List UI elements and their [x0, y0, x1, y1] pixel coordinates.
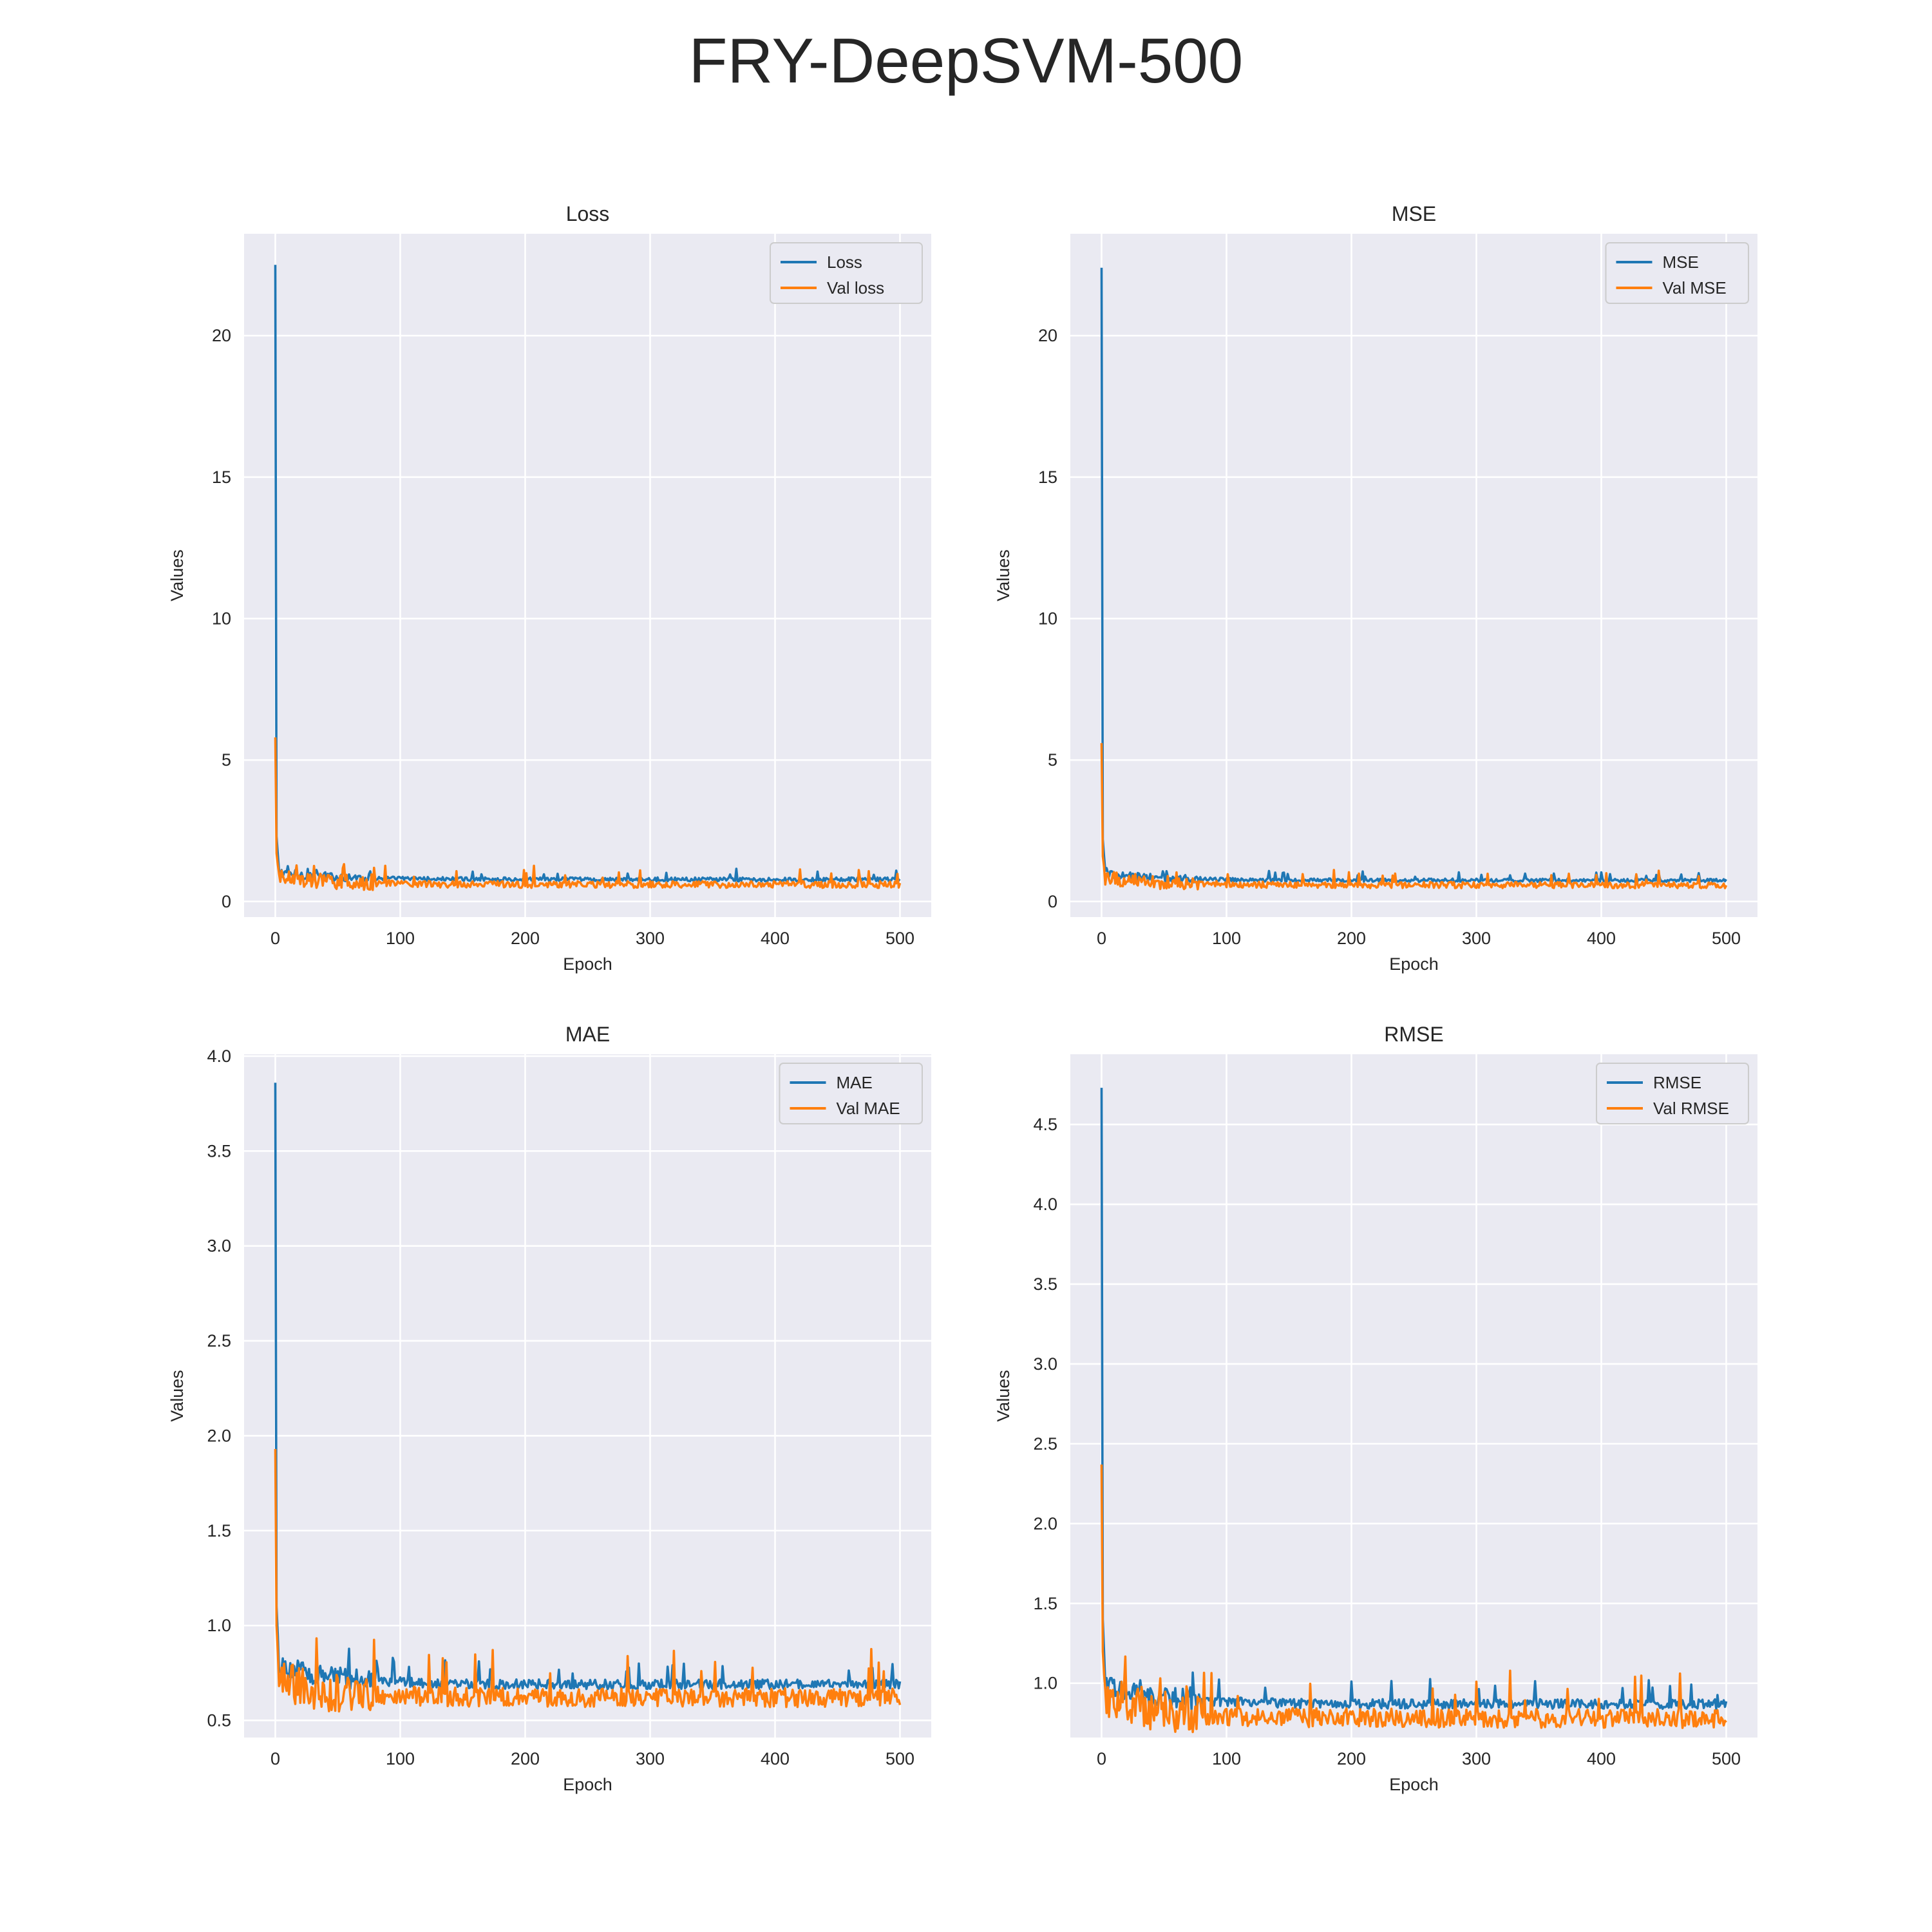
figure-title: FRY-DeepSVM-500: [688, 25, 1244, 96]
x-tick-label: 400: [1587, 1749, 1616, 1768]
legend-label: Loss: [827, 252, 862, 272]
y-tick-label: 15: [212, 468, 231, 487]
subplot-mae: 0 100 200 300 400 500 0.5 1.0 1.5 2.0 2.5 3.0 3.5 4.0…: [167, 1023, 931, 1794]
x-tick-label: 400: [761, 1749, 790, 1768]
y-tick-label: 20: [212, 326, 231, 345]
plot-area: [1070, 1054, 1757, 1738]
legend-label: MSE: [1663, 252, 1699, 272]
legend-label: Val loss: [827, 278, 884, 298]
y-axis-label: Values: [994, 1370, 1013, 1422]
x-tick-label: 500: [886, 1749, 914, 1768]
x-tick-label: 0: [1097, 929, 1106, 948]
x-axis-label: Epoch: [1389, 954, 1439, 974]
x-tick-label: 300: [636, 929, 665, 948]
y-tick-label: 15: [1038, 468, 1057, 487]
x-tick-label: 400: [1587, 929, 1616, 948]
series-line-mse: [1100, 267, 1728, 884]
x-tick-label: 0: [270, 929, 280, 948]
subplot-title: RMSE: [1384, 1023, 1443, 1046]
y-axis-label: Values: [167, 549, 187, 601]
legend-label: Val MAE: [837, 1099, 900, 1118]
x-tick-label: 0: [270, 1749, 280, 1768]
y-tick-label: 3.5: [1033, 1274, 1057, 1294]
series-line-val-mae: [274, 1448, 902, 1713]
y-axis-label: Values: [167, 1370, 187, 1422]
series-line-val-mse: [1100, 743, 1728, 891]
y-tick-label: 4.0: [207, 1046, 231, 1066]
y-tick-label: 1.5: [207, 1521, 231, 1540]
y-tick-label: 4.5: [1033, 1115, 1057, 1134]
x-axis-label: Epoch: [1389, 1775, 1439, 1794]
x-axis-label: Epoch: [563, 954, 612, 974]
x-tick-label: 300: [636, 1749, 665, 1768]
y-tick-label: 1.0: [1033, 1674, 1057, 1693]
x-axis-label: Epoch: [563, 1775, 612, 1794]
x-tick-label: 200: [511, 929, 540, 948]
plot-area: [244, 234, 931, 917]
series-line-mae: [274, 1083, 902, 1690]
subplot-title: Loss: [566, 202, 610, 225]
legend-label: MAE: [837, 1073, 873, 1092]
x-tick-label: 100: [386, 1749, 415, 1768]
y-tick-label: 20: [1038, 326, 1057, 345]
x-tick-label: 200: [511, 1749, 540, 1768]
y-tick-label: 3.0: [207, 1236, 231, 1256]
y-tick-label: 2.5: [207, 1331, 231, 1350]
x-tick-label: 400: [761, 929, 790, 948]
x-tick-label: 500: [1712, 929, 1741, 948]
y-tick-label: 2.0: [207, 1426, 231, 1445]
x-tick-label: 100: [1212, 1749, 1241, 1768]
x-tick-label: 200: [1337, 1749, 1366, 1768]
legend-label: RMSE: [1653, 1073, 1701, 1092]
x-tick-label: 100: [1212, 929, 1241, 948]
series-line-val-rmse: [1100, 1464, 1727, 1734]
y-tick-label: 1.5: [1033, 1594, 1057, 1613]
x-tick-label: 0: [1097, 1749, 1106, 1768]
y-tick-label: 2.0: [1033, 1514, 1057, 1533]
y-tick-label: 0: [1048, 892, 1057, 911]
plot-area: [244, 1054, 931, 1738]
subplot-title: MAE: [565, 1023, 610, 1046]
y-tick-label: 5: [1048, 750, 1057, 770]
series-line-val-loss: [274, 737, 902, 891]
legend: RMSE Val RMSE: [1596, 1063, 1749, 1124]
subplot-rmse: 0 100 200 300 400 500 1.0 1.5 2.0 2.5 3.0 3.5 4.0 4.5…: [994, 1023, 1757, 1794]
y-tick-label: 10: [1038, 609, 1057, 628]
y-tick-label: 1.0: [207, 1616, 231, 1635]
legend-label: Val RMSE: [1653, 1099, 1729, 1118]
legend: MAE Val MAE: [779, 1063, 923, 1124]
y-axis-label: Values: [994, 549, 1013, 601]
y-tick-label: 3.0: [1033, 1354, 1057, 1374]
y-tick-label: 5: [222, 750, 231, 770]
subplot-loss: 0 100 200 300 400 500 0 5 10 15 20 Loss Epoch Values L…: [167, 202, 931, 974]
legend: MSE Val MSE: [1605, 242, 1749, 304]
plot-area: [1070, 234, 1757, 917]
x-tick-label: 500: [886, 929, 914, 948]
x-tick-label: 100: [386, 929, 415, 948]
series-line-loss: [274, 265, 901, 883]
y-tick-label: 3.5: [207, 1141, 231, 1160]
x-tick-label: 300: [1462, 1749, 1491, 1768]
legend: Loss Val loss: [770, 242, 923, 304]
x-tick-label: 200: [1337, 929, 1366, 948]
y-tick-label: 4.0: [1033, 1195, 1057, 1214]
x-tick-label: 300: [1462, 929, 1491, 948]
y-tick-label: 0: [222, 892, 231, 911]
subplot-mse: 0 100 200 300 400 500 0 5 10 15 20 MSE Epoch Values MS…: [994, 202, 1757, 974]
y-tick-label: 0.5: [207, 1710, 231, 1730]
subplot-title: MSE: [1392, 202, 1436, 225]
y-tick-label: 2.5: [1033, 1434, 1057, 1454]
y-tick-label: 10: [212, 609, 231, 628]
legend-label: Val MSE: [1663, 278, 1727, 298]
x-tick-label: 500: [1712, 1749, 1741, 1768]
